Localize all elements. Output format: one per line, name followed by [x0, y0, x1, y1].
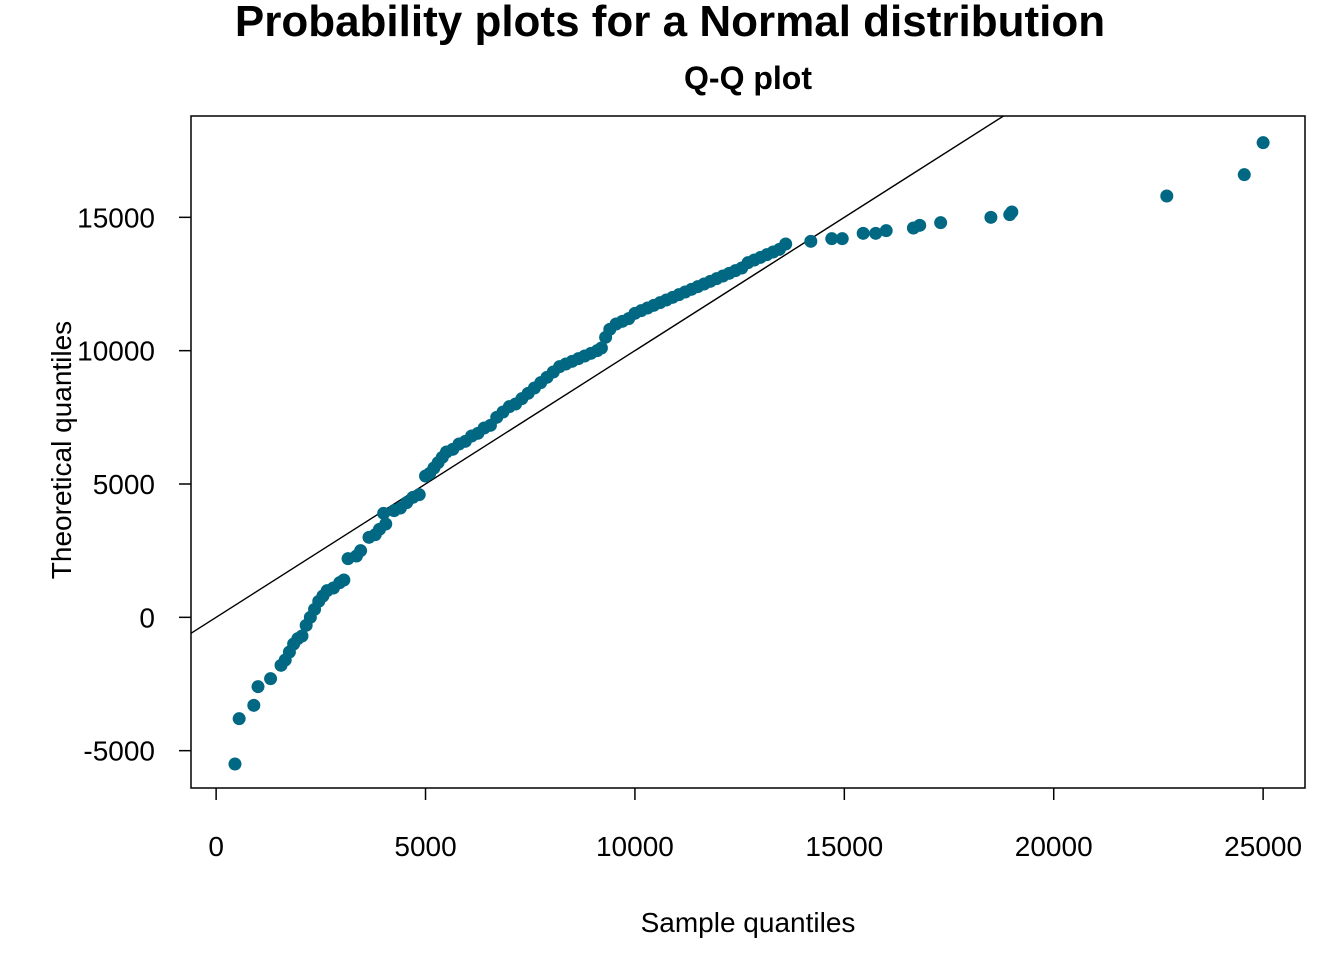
data-point	[934, 216, 948, 230]
data-point	[264, 672, 278, 686]
data-point	[1160, 189, 1174, 203]
data-point	[354, 544, 368, 558]
y-tick-label: 0	[139, 602, 155, 633]
x-tick-label: 10000	[596, 831, 674, 862]
data-point	[379, 517, 393, 531]
x-tick-label: 5000	[394, 831, 456, 862]
data-point	[228, 757, 242, 771]
data-point	[1005, 205, 1019, 219]
plot-subtitle: Q-Q plot	[684, 60, 812, 96]
y-tick-label: 10000	[77, 336, 155, 367]
data-point	[869, 226, 883, 240]
figure-title: Probability plots for a Normal distribut…	[235, 0, 1105, 46]
x-tick-label: 20000	[1015, 831, 1093, 862]
data-point	[594, 341, 608, 355]
reference-line	[191, 116, 1004, 634]
data-point	[779, 237, 793, 251]
data-point	[247, 698, 261, 712]
y-axis-label: Theoretical quantiles	[46, 321, 77, 579]
x-tick-label: 0	[208, 831, 224, 862]
data-point	[1256, 136, 1270, 150]
plot-frame	[190, 115, 1306, 789]
data-point	[337, 573, 351, 587]
x-tick-label: 25000	[1224, 831, 1302, 862]
data-point	[804, 234, 818, 248]
data-point	[913, 218, 927, 232]
data-point	[879, 224, 893, 238]
data-point	[1237, 168, 1251, 182]
y-tick-label: 5000	[93, 469, 155, 500]
data-point	[412, 488, 426, 502]
data-point	[825, 232, 839, 246]
data-point	[232, 712, 246, 726]
plot-area: 0 5000 10000 15000 20000 25000 -5000 0 5000 10000…	[77, 115, 1306, 862]
data-point	[835, 232, 849, 246]
data-point	[984, 210, 998, 224]
data-point	[377, 506, 391, 520]
y-tick-label: 15000	[77, 202, 155, 233]
y-tick-label: -5000	[83, 736, 155, 767]
data-point	[251, 680, 265, 694]
data-point	[295, 629, 309, 643]
data-point	[856, 226, 870, 240]
x-axis-label: Sample quantiles	[641, 907, 856, 938]
x-tick-label: 15000	[805, 831, 883, 862]
